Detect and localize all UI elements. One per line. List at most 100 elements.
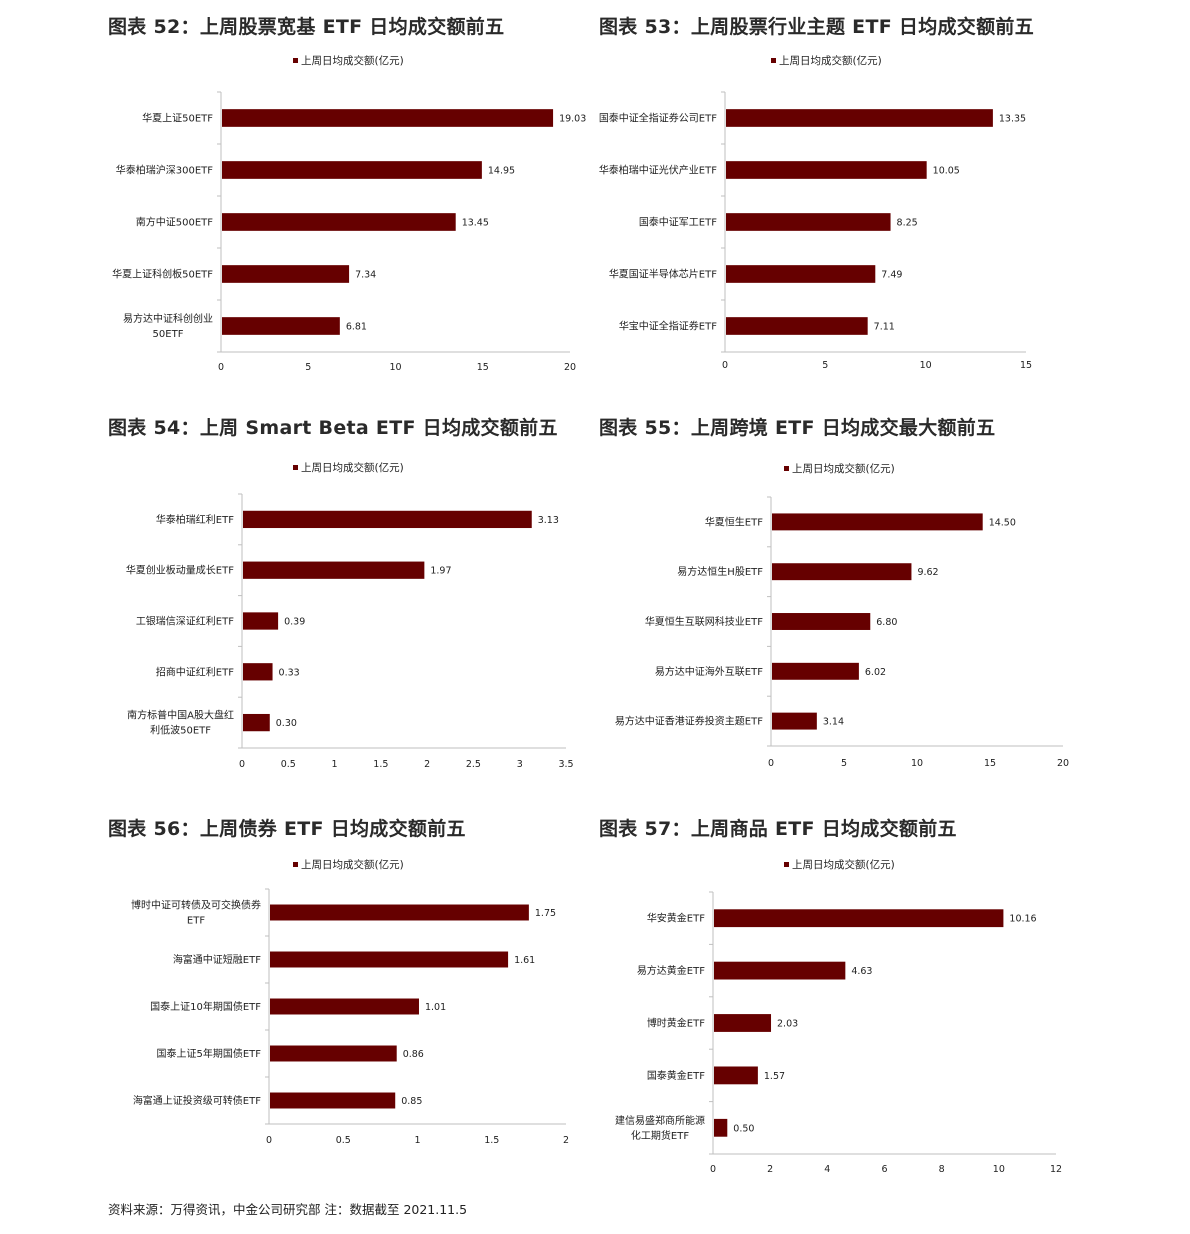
bar xyxy=(243,561,425,579)
category-label: 南方中证500ETF xyxy=(136,216,214,229)
data-label: 1.61 xyxy=(514,955,535,966)
x-tick-label: 15 xyxy=(1020,360,1032,371)
legend-swatch xyxy=(293,465,298,470)
legend-label: 上周日均成交额(亿元) xyxy=(792,858,895,871)
bar xyxy=(222,213,456,231)
x-tick-label: 0.5 xyxy=(336,1135,351,1146)
chart-title: 图表 56：上周债券 ETF 日均成交额前五 xyxy=(108,818,466,840)
bar xyxy=(222,265,350,283)
data-label: 2.03 xyxy=(777,1019,798,1030)
data-label: 8.25 xyxy=(897,218,918,229)
x-tick-label: 0 xyxy=(722,360,728,371)
x-tick-label: 0 xyxy=(710,1164,716,1175)
data-label: 10.05 xyxy=(933,166,960,177)
category-label: 国泰中证全指证券公司ETF xyxy=(599,112,717,125)
bar-chart: 上周日均成交额(亿元) 0 2 4 6 8 10 12 10.16 华安黄金ETF 4.63 易方达黄… xyxy=(615,858,1062,1175)
legend-swatch xyxy=(771,58,776,63)
chart-title: 图表 52：上周股票宽基 ETF 日均成交额前五 xyxy=(108,16,505,38)
bar xyxy=(726,317,868,335)
x-tick-label: 5 xyxy=(822,360,828,371)
x-tick-label: 2 xyxy=(767,1164,773,1175)
x-tick-label: 0 xyxy=(239,759,245,770)
x-tick-label: 2 xyxy=(424,759,430,770)
bar xyxy=(270,998,419,1015)
legend-swatch xyxy=(293,862,298,867)
category-label: 易方达中证科创创业 xyxy=(123,312,213,325)
data-label: 1.01 xyxy=(425,1002,446,1013)
x-tick-label: 1 xyxy=(414,1135,420,1146)
bar xyxy=(726,265,876,283)
data-label: 13.45 xyxy=(462,218,489,229)
bar-chart: 上周日均成交额(亿元) 0 5 10 15 20 19.03 华夏上证50ETF 14.95 华泰… xyxy=(112,54,586,373)
category-label: 华夏国证半导体芯片ETF xyxy=(609,268,717,281)
x-tick-label: 20 xyxy=(1057,758,1069,769)
category-label: 华安黄金ETF xyxy=(647,912,705,925)
data-label: 10.16 xyxy=(1009,914,1036,925)
bar xyxy=(726,109,993,127)
data-label: 0.50 xyxy=(733,1123,754,1134)
source-note: 资料来源：万得资讯，中金公司研究部 注：数据截至 2021.11.5 xyxy=(108,1202,468,1217)
bar xyxy=(714,1118,728,1137)
legend-label: 上周日均成交额(亿元) xyxy=(779,54,882,67)
bar xyxy=(243,713,270,732)
x-tick-label: 0.5 xyxy=(281,759,296,770)
data-label: 0.30 xyxy=(276,718,297,729)
x-tick-label: 2.5 xyxy=(466,759,481,770)
legend-label: 上周日均成交额(亿元) xyxy=(792,462,895,475)
x-tick-label: 3 xyxy=(517,759,523,770)
bar xyxy=(243,612,279,630)
bar xyxy=(726,161,927,179)
bar xyxy=(222,109,554,127)
bar xyxy=(726,213,891,231)
data-label: 9.62 xyxy=(917,567,938,578)
x-tick-label: 0 xyxy=(218,362,224,373)
legend-label: 上周日均成交额(亿元) xyxy=(301,858,404,871)
x-tick-label: 10 xyxy=(389,362,401,373)
legend-swatch xyxy=(784,862,789,867)
category-label: 国泰上证10年期国债ETF xyxy=(150,1000,261,1013)
bar-chart: 上周日均成交额(亿元) 0 5 10 15 13.35 国泰中证全指证券公司ETF 10.05… xyxy=(599,54,1032,371)
bar xyxy=(270,1092,396,1109)
data-label: 1.97 xyxy=(430,566,451,577)
category-label: 易方达中证海外互联ETF xyxy=(655,665,763,678)
data-label: 1.75 xyxy=(535,908,556,919)
bar xyxy=(243,510,532,529)
data-label: 14.50 xyxy=(989,517,1016,528)
data-label: 0.39 xyxy=(284,617,305,628)
data-label: 7.11 xyxy=(874,322,895,333)
bar xyxy=(772,662,859,680)
x-tick-label: 10 xyxy=(920,360,932,371)
x-tick-label: 20 xyxy=(564,362,576,373)
bar xyxy=(714,909,1004,928)
category-label: 50ETF xyxy=(153,329,184,340)
category-label: 易方达黄金ETF xyxy=(637,964,705,977)
x-tick-label: 12 xyxy=(1050,1164,1062,1175)
bar-chart: 上周日均成交额(亿元) 0 5 10 15 20 14.50 华夏恒生ETF 9.62 易方达恒生… xyxy=(615,462,1069,769)
category-label: 华宝中证全指证券ETF xyxy=(619,320,717,333)
category-label: 招商中证红利ETF xyxy=(156,665,234,678)
data-label: 19.03 xyxy=(559,114,586,125)
x-tick-label: 1.5 xyxy=(484,1135,499,1146)
data-label: 0.33 xyxy=(279,667,300,678)
x-tick-label: 15 xyxy=(984,758,996,769)
data-label: 13.35 xyxy=(999,114,1026,125)
bar xyxy=(714,961,846,980)
chart-panel-54: 图表 54：上周 Smart Beta ETF 日均成交额前五 上周日均成交额(… xyxy=(108,413,668,793)
category-label: 建信易盛郑商所能源 xyxy=(615,1114,705,1127)
category-label: 海富通中证短融ETF xyxy=(173,953,261,966)
data-label: 3.13 xyxy=(538,515,559,526)
bar xyxy=(772,513,983,531)
category-label: 工银瑞信深证红利ETF xyxy=(136,615,234,628)
x-tick-label: 10 xyxy=(911,758,923,769)
x-tick-label: 10 xyxy=(993,1164,1005,1175)
x-tick-label: 5 xyxy=(841,758,847,769)
bar xyxy=(772,613,871,630)
category-label: 南方标普中国A股大盘红 xyxy=(127,709,234,722)
x-tick-label: 15 xyxy=(477,362,489,373)
data-label: 4.63 xyxy=(851,966,872,977)
legend-swatch xyxy=(784,466,789,471)
chart-title: 图表 57：上周商品 ETF 日均成交额前五 xyxy=(599,818,957,840)
data-label: 0.86 xyxy=(403,1049,424,1060)
data-label: 6.80 xyxy=(876,617,897,628)
data-label: 6.81 xyxy=(346,322,367,333)
